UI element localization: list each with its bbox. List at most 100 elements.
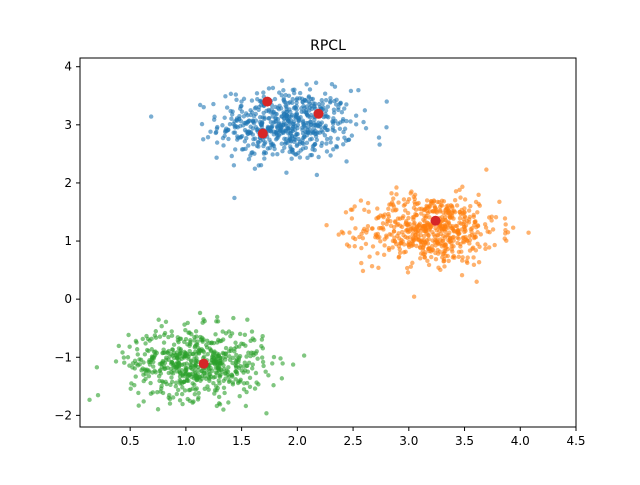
data-point-series-1 [458,244,463,249]
data-point-series-0 [260,137,266,143]
data-point-series-0 [303,125,308,131]
data-point-series-0 [214,155,219,160]
data-point-series-0 [316,154,321,160]
data-point-series-0 [346,137,352,142]
data-point-series-1 [441,259,446,264]
data-point-series-2 [212,391,217,396]
data-point-series-0 [201,104,206,110]
data-point-series-1 [393,208,398,213]
data-point-series-2 [122,360,127,365]
data-point-series-1 [427,215,432,220]
data-point-series-2 [162,366,168,371]
data-point-series-2 [222,390,227,396]
data-point-series-0 [256,140,261,145]
data-point-series-0 [235,134,240,139]
data-point-series-1 [450,255,456,260]
data-point-series-1 [440,238,446,243]
data-point-series-0 [292,127,298,133]
data-point-series-0 [242,139,248,144]
data-point-series-2 [120,350,125,355]
data-point-series-0 [319,128,324,133]
data-point-series-1 [476,259,482,265]
data-point-series-0 [348,88,354,94]
data-point-series-0 [323,108,329,113]
data-point-series-0 [283,123,289,128]
data-point-series-0 [239,109,245,114]
data-point-series-2 [226,349,232,354]
data-point-series-2 [259,343,264,349]
data-point-series-0 [280,148,285,154]
data-point-series-1 [466,208,472,213]
data-point-series-1 [462,197,468,202]
data-point-series-2 [239,341,244,346]
data-point-series-0 [241,96,247,102]
data-point-series-0 [335,121,341,126]
data-point-series-0 [297,90,303,96]
data-point-series-2 [150,390,156,395]
data-point-series-2 [141,378,146,384]
data-point-series-0 [288,130,294,136]
data-point-series-2 [253,351,258,356]
data-point-series-2 [95,393,101,398]
data-point-series-2 [162,330,168,336]
data-point-series-1 [360,235,366,241]
data-point-series-1 [502,216,508,221]
data-point-series-0 [324,136,330,142]
data-point-series-1 [466,220,472,225]
data-point-series-2 [142,352,148,357]
data-point-series-2 [271,383,276,388]
x-tick-label: 1.0 [176,434,195,448]
data-point-series-2 [191,399,196,404]
data-point-series-0 [303,145,309,151]
data-point-series-1 [422,213,427,219]
data-point-series-1 [433,250,438,256]
data-point-series-2 [231,315,236,321]
data-point-series-2 [252,337,257,343]
data-point-series-1 [447,230,452,235]
data-point-series-0 [311,121,317,126]
data-point-series-1 [382,243,387,248]
data-point-series-0 [300,127,305,133]
data-point-series-0 [307,137,313,142]
data-point-series-0 [289,156,294,161]
data-point-series-1 [370,226,375,231]
data-point-series-0 [208,129,213,134]
data-point-series-0 [248,124,253,129]
data-point-series-0 [296,136,301,142]
data-point-series-1 [414,243,419,249]
data-point-series-0 [258,98,264,104]
data-point-series-1 [425,258,430,263]
data-point-series-2 [196,351,202,356]
x-tick-label: 0.5 [121,434,140,448]
data-point-series-2 [158,371,164,376]
data-point-series-2 [190,351,196,357]
data-point-series-0 [265,146,270,151]
data-point-series-2 [142,367,148,372]
data-point-series-1 [422,255,427,260]
data-point-series-1 [412,196,417,202]
data-point-series-2 [187,398,192,403]
data-point-series-1 [471,255,476,260]
data-point-series-2 [136,390,141,396]
data-point-series-2 [179,368,184,373]
x-tick-label: 2.5 [344,434,363,448]
data-point-series-0 [332,129,337,134]
data-point-series-2 [170,347,175,352]
data-point-series-2 [153,370,158,375]
data-point-series-0 [353,122,359,127]
data-point-series-1 [460,235,466,241]
data-point-series-2 [238,363,243,369]
data-point-series-0 [229,116,234,121]
data-point-series-0 [290,87,296,93]
data-point-series-1 [381,252,387,258]
data-point-series-0 [312,141,318,147]
data-point-series-0 [214,140,220,145]
data-point-series-0 [288,144,293,149]
cluster-center-0 [262,96,273,107]
data-point-series-0 [337,126,343,131]
y-tick-label: 4 [64,60,72,74]
data-point-series-0 [377,142,382,147]
data-point-series-0 [303,98,309,103]
data-point-series-1 [456,236,461,241]
